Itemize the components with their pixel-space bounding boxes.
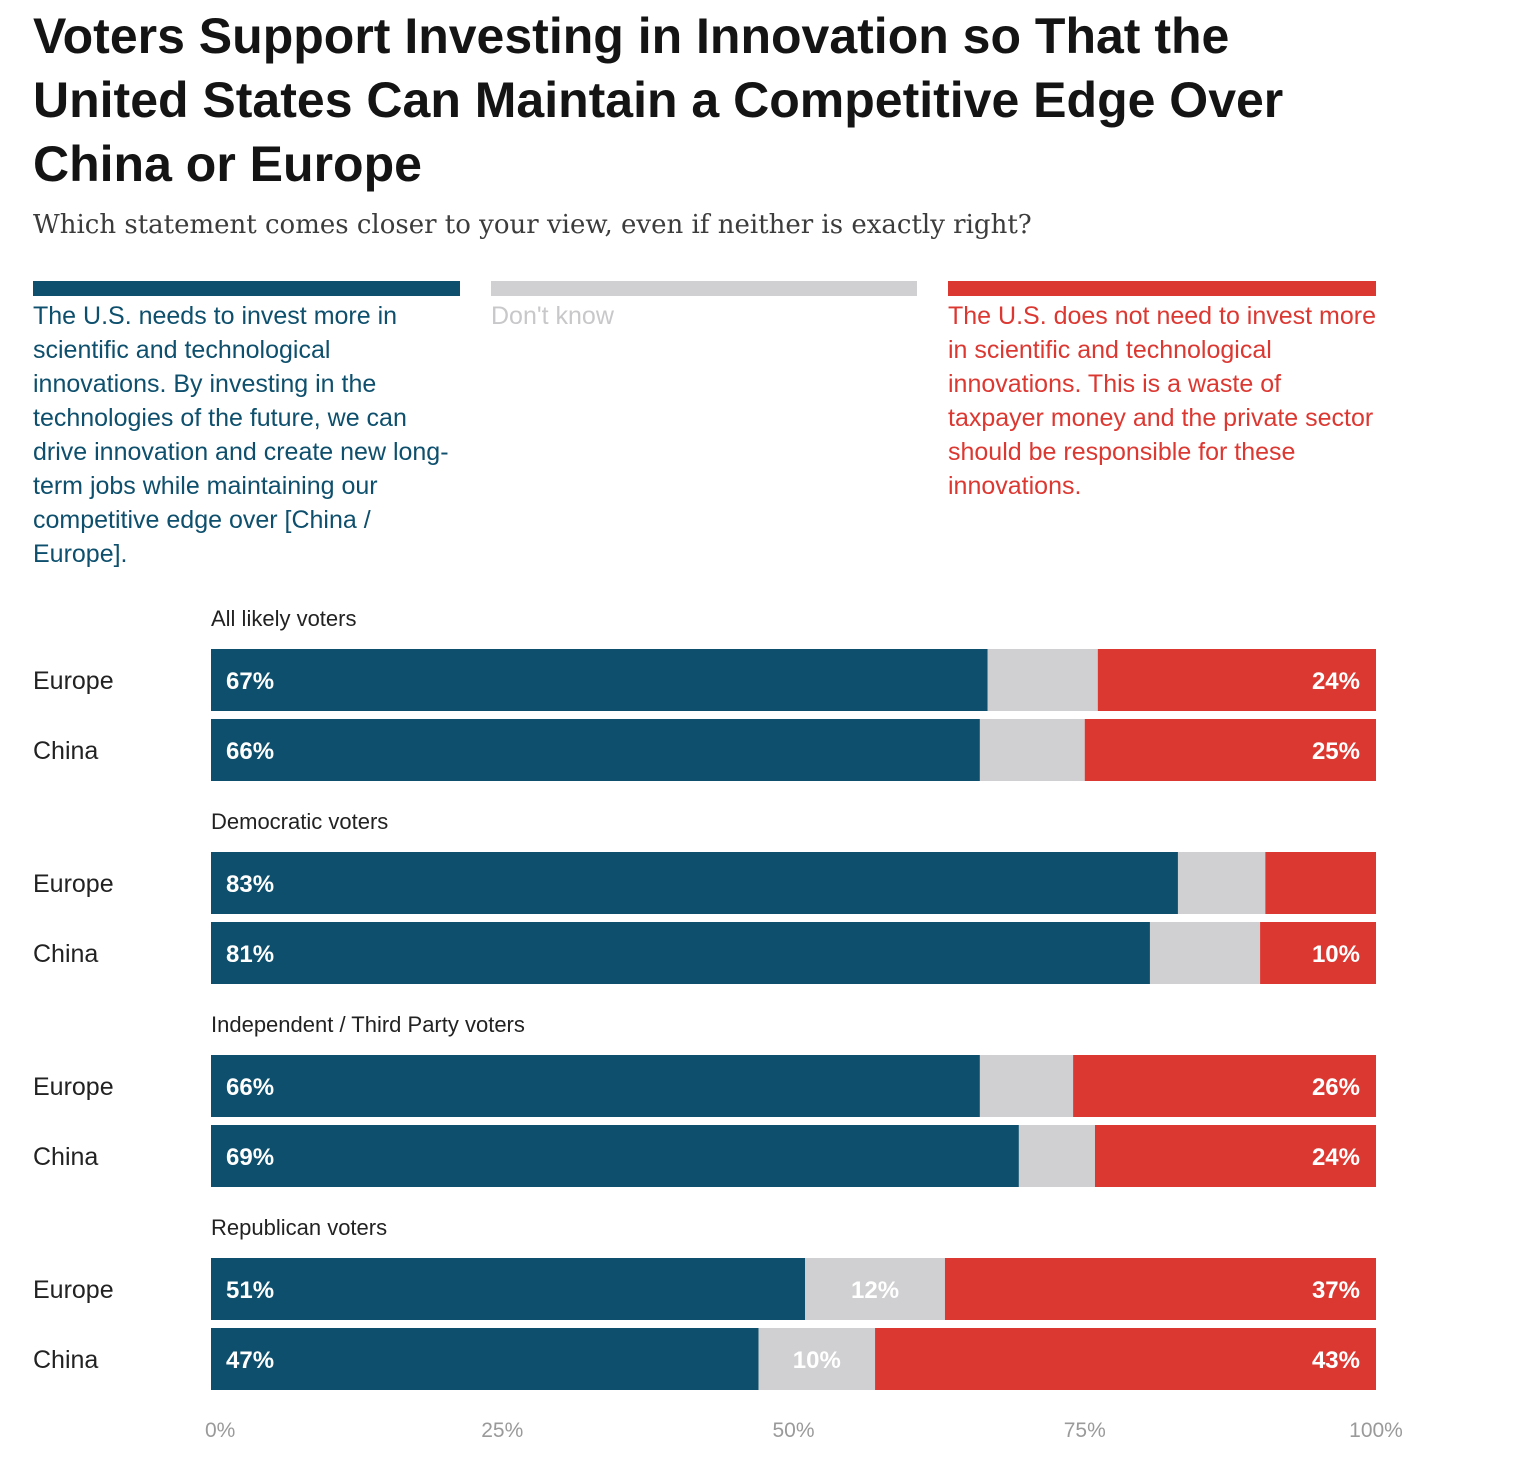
x-tick-label: 100% bbox=[1349, 1419, 1403, 1442]
bar-segment-invest bbox=[211, 1125, 1019, 1187]
legend-label-dont-know: Don't know bbox=[491, 302, 614, 330]
bar-segment-dont-know bbox=[1018, 1125, 1095, 1187]
bar-segment-no-invest bbox=[1097, 649, 1376, 711]
bar-segment-dont-know bbox=[1177, 852, 1266, 914]
data-label: 10% bbox=[793, 1347, 841, 1374]
data-label: 66% bbox=[226, 738, 274, 765]
data-label: 81% bbox=[226, 941, 274, 968]
bar-segment-no-invest bbox=[1260, 922, 1376, 984]
bar-segment-no-invest bbox=[875, 1328, 1376, 1390]
data-label: 10% bbox=[1312, 941, 1360, 968]
data-label: 37% bbox=[1312, 1277, 1360, 1304]
legend-swatch-no-invest bbox=[948, 281, 1376, 296]
data-label: 47% bbox=[226, 1347, 274, 1374]
chart-title: Voters Support Investing in Innovation s… bbox=[33, 8, 1284, 192]
bar-segment-no-invest bbox=[944, 1258, 1376, 1320]
x-tick-label: 75% bbox=[1064, 1419, 1106, 1442]
x-tick-label: 0% bbox=[205, 1419, 235, 1442]
row-label: Europe bbox=[33, 667, 114, 695]
row-label: China bbox=[33, 737, 98, 765]
row-label: China bbox=[33, 1143, 98, 1171]
chart-subtitle: Which statement comes closer to your vie… bbox=[33, 210, 1032, 240]
bar-segment-invest bbox=[211, 852, 1178, 914]
row-label: Europe bbox=[33, 1276, 114, 1304]
bar-segment-dont-know bbox=[979, 719, 1085, 781]
bar-segment-invest bbox=[211, 649, 988, 711]
bar-segment-dont-know bbox=[805, 1258, 945, 1320]
bar-segment-invest bbox=[211, 719, 980, 781]
legend-label-no-invest: The U.S. does not need to invest more in… bbox=[948, 302, 1377, 500]
legend-label-invest: The U.S. needs to invest more in scienti… bbox=[33, 302, 449, 568]
x-tick-label: 50% bbox=[772, 1419, 814, 1442]
data-label: 83% bbox=[226, 871, 274, 898]
bar-segment-dont-know bbox=[1149, 922, 1261, 984]
row-label: China bbox=[33, 940, 98, 968]
x-tick-label: 25% bbox=[481, 1419, 523, 1442]
bar-segment-dont-know bbox=[758, 1328, 876, 1390]
group-label: All likely voters bbox=[211, 606, 356, 631]
data-label: 67% bbox=[226, 668, 274, 695]
data-label: 66% bbox=[226, 1074, 274, 1101]
bar-segment-no-invest bbox=[1094, 1125, 1376, 1187]
row-label: Europe bbox=[33, 1073, 114, 1101]
data-label: 12% bbox=[851, 1277, 899, 1304]
bar-segment-no-invest bbox=[1265, 852, 1376, 914]
group-label: Democratic voters bbox=[211, 809, 388, 834]
data-label: 24% bbox=[1312, 668, 1360, 695]
bar-segment-invest bbox=[211, 1258, 806, 1320]
group-label: Independent / Third Party voters bbox=[211, 1012, 525, 1037]
row-label: China bbox=[33, 1346, 98, 1374]
bar-segment-no-invest bbox=[1084, 719, 1376, 781]
data-label: 43% bbox=[1312, 1347, 1360, 1374]
bar-segment-no-invest bbox=[1073, 1055, 1376, 1117]
data-label: 69% bbox=[226, 1144, 274, 1171]
bar-segment-dont-know bbox=[979, 1055, 1074, 1117]
data-label: 24% bbox=[1312, 1144, 1360, 1171]
bar-segment-invest bbox=[211, 1055, 980, 1117]
bar-segment-invest bbox=[211, 922, 1150, 984]
data-label: 51% bbox=[226, 1277, 274, 1304]
legend-swatch-dont-know bbox=[491, 281, 917, 296]
data-label: 25% bbox=[1312, 738, 1360, 765]
legend-swatch-invest bbox=[33, 281, 460, 296]
bar-segment-dont-know bbox=[987, 649, 1098, 711]
data-label: 26% bbox=[1312, 1074, 1360, 1101]
group-label: Republican voters bbox=[211, 1215, 387, 1240]
row-label: Europe bbox=[33, 870, 114, 898]
bar-segment-invest bbox=[211, 1328, 759, 1390]
